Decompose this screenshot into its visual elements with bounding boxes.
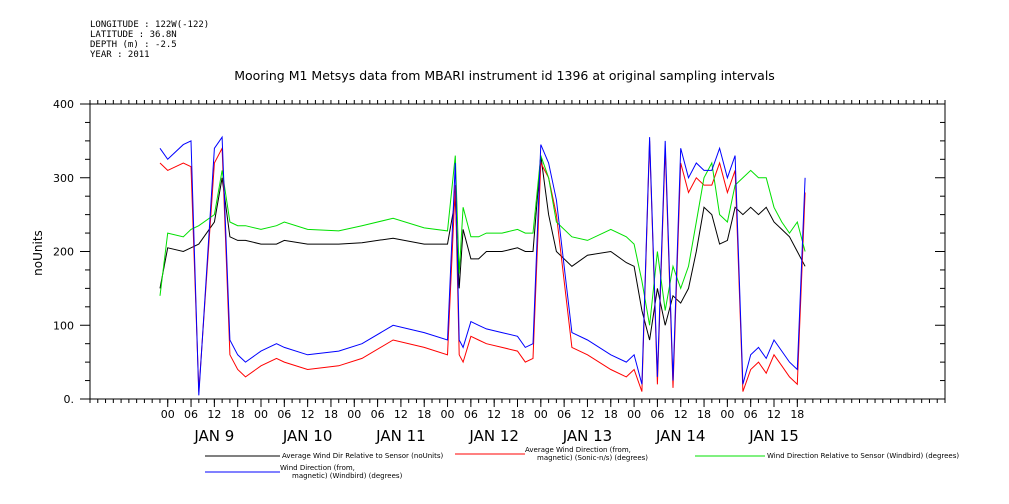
x-hour-tick-label: 12 <box>580 408 594 421</box>
series-line-4 <box>159 135 806 396</box>
x-hour-tick-label: 00 <box>254 408 268 421</box>
x-hour-tick-label: 18 <box>511 408 525 421</box>
x-hour-tick-label: 06 <box>371 408 385 421</box>
x-hour-tick-label: 12 <box>394 408 408 421</box>
depth-line: DEPTH (m) : -2.5 <box>90 40 177 50</box>
legend-label-2-cont: magnetic) (Sonic-n/s) (degrees) <box>537 454 648 462</box>
x-hour-tick-label: 18 <box>604 408 618 421</box>
x-hour-tick-label: 12 <box>207 408 221 421</box>
x-hour-tick-label: 06 <box>744 408 758 421</box>
x-hour-tick-label: 06 <box>277 408 291 421</box>
axis-ticks <box>80 100 946 407</box>
y-tick-label: 100 <box>53 319 74 332</box>
year-line: YEAR : 2011 <box>90 50 150 60</box>
latitude-line: LATITUDE : 36.8N <box>90 30 177 40</box>
x-day-label: JAN 11 <box>375 427 426 445</box>
x-hour-tick-label: 18 <box>324 408 338 421</box>
x-hour-tick-label: 00 <box>627 408 641 421</box>
y-axis-label: noUnits <box>31 230 45 276</box>
chart-title: Mooring M1 Metsys data from MBARI instru… <box>234 68 775 83</box>
x-hour-tick-label: 00 <box>347 408 361 421</box>
x-day-label: JAN 14 <box>655 427 706 445</box>
x-day-label: JAN 13 <box>562 427 613 445</box>
series-line-3 <box>159 155 806 326</box>
x-hour-tick-label: 18 <box>790 408 804 421</box>
y-tick-labels: 0. 100 200 300 400 <box>53 98 74 406</box>
x-hour-tick-label: 06 <box>650 408 664 421</box>
series-line-1 <box>159 155 806 341</box>
x-hour-tick-label: 00 <box>161 408 175 421</box>
legend-label-2: Average Wind Direction (from, <box>525 446 631 454</box>
legend-label-4: Wind Direction (from, <box>280 464 355 472</box>
x-hour-tick-label: 00 <box>534 408 548 421</box>
y-tick-label: 0. <box>64 393 75 406</box>
x-hour-tick-label: 12 <box>487 408 501 421</box>
x-hour-tick-label: 00 <box>441 408 455 421</box>
y-tick-label: 400 <box>53 98 74 111</box>
x-day-label: JAN 9 <box>193 427 234 445</box>
x-tick-labels: 00 06 12 18 00 06 12 18 00 06 12 18 00 06 12 18 00 06 12 18… <box>161 408 805 445</box>
longitude-line: LONGITUDE : 122W(-122) <box>90 20 210 30</box>
x-hour-tick-label: 18 <box>697 408 711 421</box>
x-hour-tick-label: 18 <box>231 408 245 421</box>
x-hour-tick-label: 06 <box>184 408 198 421</box>
plot-frame <box>89 103 946 400</box>
x-hour-tick-label: 00 <box>720 408 734 421</box>
x-day-label: JAN 15 <box>748 427 799 445</box>
legend-label-4-cont: magnetic) (Windbird) (degrees) <box>292 472 403 480</box>
x-hour-tick-label: 12 <box>674 408 688 421</box>
x-hour-tick-label: 06 <box>557 408 571 421</box>
series-line-2 <box>159 140 806 392</box>
y-tick-label: 200 <box>53 246 74 259</box>
location-metadata: LONGITUDE : 122W(-122) LATITUDE : 36.8N … <box>90 20 209 60</box>
series-lines <box>159 135 806 396</box>
legend: Average Wind Dir Relative to Sensor (noU… <box>205 446 959 480</box>
x-hour-tick-label: 12 <box>767 408 781 421</box>
y-tick-label: 300 <box>53 172 74 185</box>
legend-label-1: Average Wind Dir Relative to Sensor (noU… <box>282 452 443 460</box>
x-day-label: JAN 12 <box>468 427 519 445</box>
legend-label-3: Wind Direction Relative to Sensor (Windb… <box>767 452 959 460</box>
x-hour-tick-label: 18 <box>417 408 431 421</box>
x-hour-tick-label: 06 <box>464 408 478 421</box>
x-day-label: JAN 10 <box>282 427 333 445</box>
x-hour-tick-label: 12 <box>301 408 315 421</box>
